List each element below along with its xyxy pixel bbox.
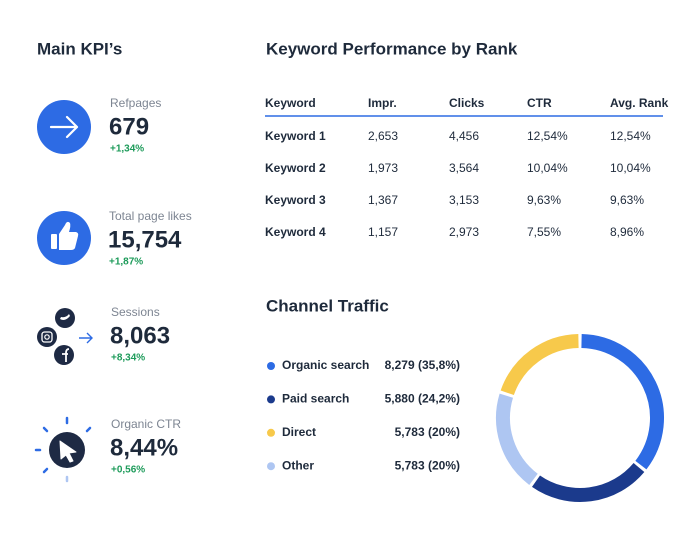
legend-dot bbox=[267, 462, 275, 471]
kpi-value: 8,44% bbox=[110, 434, 178, 461]
table-cell: 10,04% bbox=[527, 161, 568, 175]
table-cell: 3,153 bbox=[449, 193, 479, 207]
kpi-change: +0,56% bbox=[111, 465, 145, 476]
table-cell: Keyword 4 bbox=[265, 225, 326, 239]
table-cell: 2,973 bbox=[449, 225, 479, 239]
table-header: CTR bbox=[527, 96, 552, 110]
kpi-label: Refpages bbox=[110, 96, 161, 110]
table-header: Keyword bbox=[265, 96, 316, 110]
legend-name: Direct bbox=[282, 425, 316, 439]
table-cell: 1,973 bbox=[368, 161, 398, 175]
donut-segment bbox=[581, 334, 664, 470]
table-header: Avg. Rank bbox=[610, 96, 669, 110]
table-title: Keyword Performance by Rank bbox=[266, 39, 518, 58]
table-cell: 8,96% bbox=[610, 225, 644, 239]
table-cell: Keyword 2 bbox=[265, 161, 326, 175]
legend-name: Paid search bbox=[282, 392, 349, 406]
donut-segment bbox=[496, 393, 538, 485]
kpi-change: +1,34% bbox=[110, 144, 144, 155]
table-cell: 7,55% bbox=[527, 225, 561, 239]
kpi-value: 15,754 bbox=[108, 226, 182, 253]
table-header: Impr. bbox=[368, 96, 397, 110]
table-cell: 10,04% bbox=[610, 161, 651, 175]
table-cell: 4,456 bbox=[449, 129, 479, 143]
kpi-value: 8,063 bbox=[110, 322, 170, 349]
kpi-title: Main KPI’s bbox=[37, 39, 122, 58]
table-cell: 2,653 bbox=[368, 129, 398, 143]
table-cell: 12,54% bbox=[527, 129, 568, 143]
kpi-change: +8,34% bbox=[111, 353, 145, 364]
donut-segment bbox=[531, 462, 645, 502]
legend-value: 5,880 (24,2%) bbox=[385, 392, 460, 406]
table-header: Clicks bbox=[449, 96, 485, 110]
kpi-value: 679 bbox=[109, 113, 149, 140]
table-cell: 1,157 bbox=[368, 225, 398, 239]
legend-dot bbox=[267, 395, 275, 404]
legend-value: 5,783 (20%) bbox=[395, 425, 460, 439]
kpi-label: Total page likes bbox=[109, 209, 192, 223]
table-cell: 9,63% bbox=[527, 193, 561, 207]
donut-segment bbox=[500, 334, 579, 396]
legend-name: Organic search bbox=[282, 358, 369, 372]
kpi-change: +1,87% bbox=[109, 257, 143, 268]
table-cell: Keyword 3 bbox=[265, 193, 326, 207]
table-cell: Keyword 1 bbox=[265, 129, 326, 143]
kpi-label: Sessions bbox=[111, 305, 160, 319]
channel-title: Channel Traffic bbox=[266, 296, 389, 315]
likes-icon bbox=[37, 211, 91, 265]
legend-value: 5,783 (20%) bbox=[395, 458, 460, 472]
legend-dot bbox=[267, 428, 275, 437]
ctr-icon bbox=[34, 416, 92, 483]
table-cell: 1,367 bbox=[368, 193, 398, 207]
legend-dot bbox=[267, 362, 275, 370]
legend-name: Other bbox=[282, 458, 314, 472]
legend-value: 8,279 (35,8%) bbox=[385, 358, 460, 372]
table-cell: 9,63% bbox=[610, 193, 644, 207]
sessions-icon bbox=[37, 308, 93, 365]
kpi-label: Organic CTR bbox=[111, 417, 181, 431]
table-cell: 3,564 bbox=[449, 161, 479, 175]
refpages-icon bbox=[37, 100, 91, 154]
table-cell: 12,54% bbox=[610, 129, 651, 143]
